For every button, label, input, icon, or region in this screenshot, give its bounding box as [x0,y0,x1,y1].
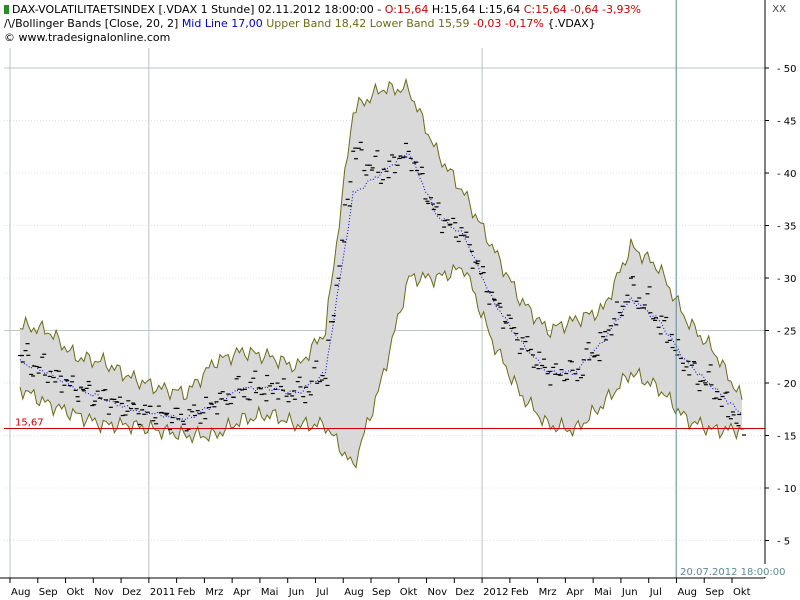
crosshair-date-label: 20.07.2012 18:00:00 [680,567,785,578]
band-values: Upper Band 18,42 Lower Band 15,59 [266,17,470,30]
close-button[interactable]: XX [772,4,786,15]
x-tick-label: Feb [178,587,196,598]
x-tick-label: Aug [677,587,697,598]
x-tick-label: Sep [372,587,391,598]
x-tick-label: Aug [344,587,364,598]
x-tick-label: Mrz [539,587,557,598]
x-tick-label: Feb [511,587,529,598]
indicator-name: Bollinger Bands [Close, 20, 2] [15,17,179,30]
y-axis: - 5 - 10 - 15 - 20 - 25 - 30 - 35 - 40 - 45 - 50 [764,0,797,578]
crosshair-label-box [677,564,784,577]
y-tick-label: - 15 [777,432,797,443]
x-tick-label: Sep [705,587,724,598]
y-tick-label: - 5 [777,537,790,548]
close-change: C:15,64 -0,64 -3,93% [523,3,641,16]
horizontal-level-label: 15,67 [15,417,44,428]
high-low-values: H:15,64 L:15,64 [428,3,524,16]
x-tick-label: Nov [94,587,114,598]
x-tick-label: Dez [455,587,474,598]
bollinger-band-fill [20,79,742,468]
x-tick-label: Aug [11,587,31,598]
y-tick-label: - 40 [777,169,797,180]
x-tick-label: Jul [649,587,662,598]
x-tick-label: Nov [428,587,448,598]
x-tick-label: 2011 [150,587,175,598]
x-axis: Aug Sep Okt Nov Dez 2011 Feb Mrz Apr Mai Jun Jul Aug… [0,577,765,598]
y-tick-label: - 45 [777,117,797,128]
y-tick-label: - 30 [777,274,797,285]
header-line-price: DAX-VOLATILITAETSINDEX [.VDAX 1 Stunde] … [4,3,641,17]
x-tick-label: Okt [400,587,418,598]
copyright-line: © www.tradesignalonline.com [4,31,171,44]
x-tick-label: Mai [594,587,612,598]
y-tick-label: - 20 [777,379,797,390]
x-tick-label: Dez [122,587,141,598]
upper-band-line [19,77,743,402]
indicator-icon: /\/ [4,17,16,30]
header-line-indicator: /\/Bollinger Bands [Close, 20, 2] Mid Li… [4,17,596,31]
lower-band-line [19,263,743,469]
x-tick-label: Jun [288,587,305,598]
x-tick-label: Apr [566,587,584,598]
mid-line-value: Mid Line 17,00 [181,17,263,30]
candle-icon [4,5,9,14]
x-tick-label: Okt [733,587,751,598]
open-value: O:15,64 [384,3,429,16]
x-tick-label: 2012 [483,587,508,598]
x-tick-label: Mrz [205,587,223,598]
indicator-change: -0,03 -0,17% [472,17,544,30]
y-tick-label: - 35 [777,222,797,233]
x-tick-label: Sep [39,587,58,598]
price-ticks [18,141,746,436]
y-tick-label: - 50 [777,64,797,75]
x-tick-label: Mai [261,587,279,598]
indicator-symbol: {.VDAX} [547,17,596,30]
y-tick-label: - 10 [777,484,797,495]
x-tick-label: Jul [315,587,328,598]
x-tick-label: Apr [233,587,251,598]
x-tick-label: Jun [621,587,638,598]
y-tick-label: - 25 [777,327,797,338]
instrument-info: DAX-VOLATILITAETSINDEX [.VDAX 1 Stunde] … [12,3,385,16]
x-tick-label: Okt [67,587,85,598]
